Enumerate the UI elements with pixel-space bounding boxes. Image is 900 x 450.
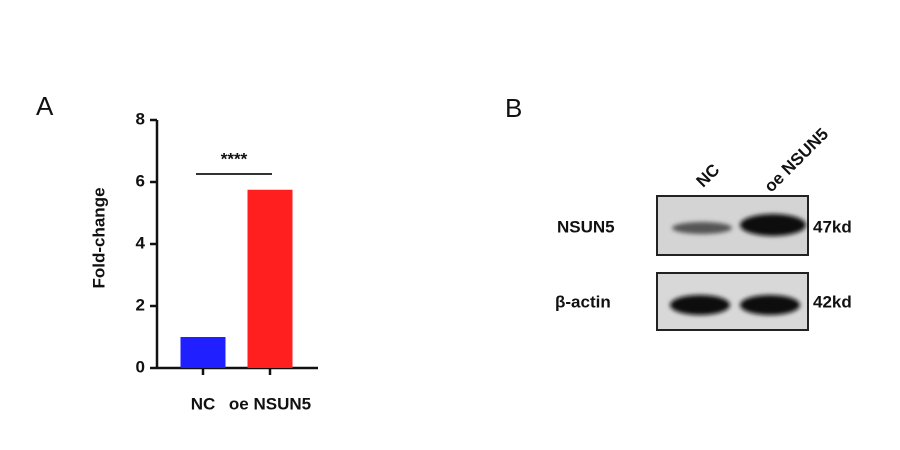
significance-label: **** [221,149,248,168]
y-axis-label: Fold-change [89,187,108,288]
y-tick-label: 8 [136,109,145,128]
y-tick-label: 0 [136,357,145,376]
y-tick-label: 6 [136,171,145,190]
panel-label: B [505,93,522,123]
band [672,222,732,234]
bar [180,337,226,368]
row-label: NSUN5 [557,217,615,236]
bar [247,189,293,368]
band [740,214,806,236]
y-tick-label: 2 [136,295,145,314]
blot: NC oe NSUN5 NSUN5 β-actin 47kd 42kd [555,124,852,331]
lane-label: oe NSUN5 [761,124,833,196]
size-label: 42kd [813,292,852,311]
x-tick-label: NC [191,394,216,413]
lane-label: NC [693,160,724,191]
band [740,295,800,315]
x-tick-label: oe NSUN5 [229,394,311,413]
y-tick-label: 4 [136,233,146,252]
panel-label: A [36,91,54,121]
row-label: β-actin [555,292,611,311]
band [670,295,730,315]
size-label: 47kd [813,217,852,236]
